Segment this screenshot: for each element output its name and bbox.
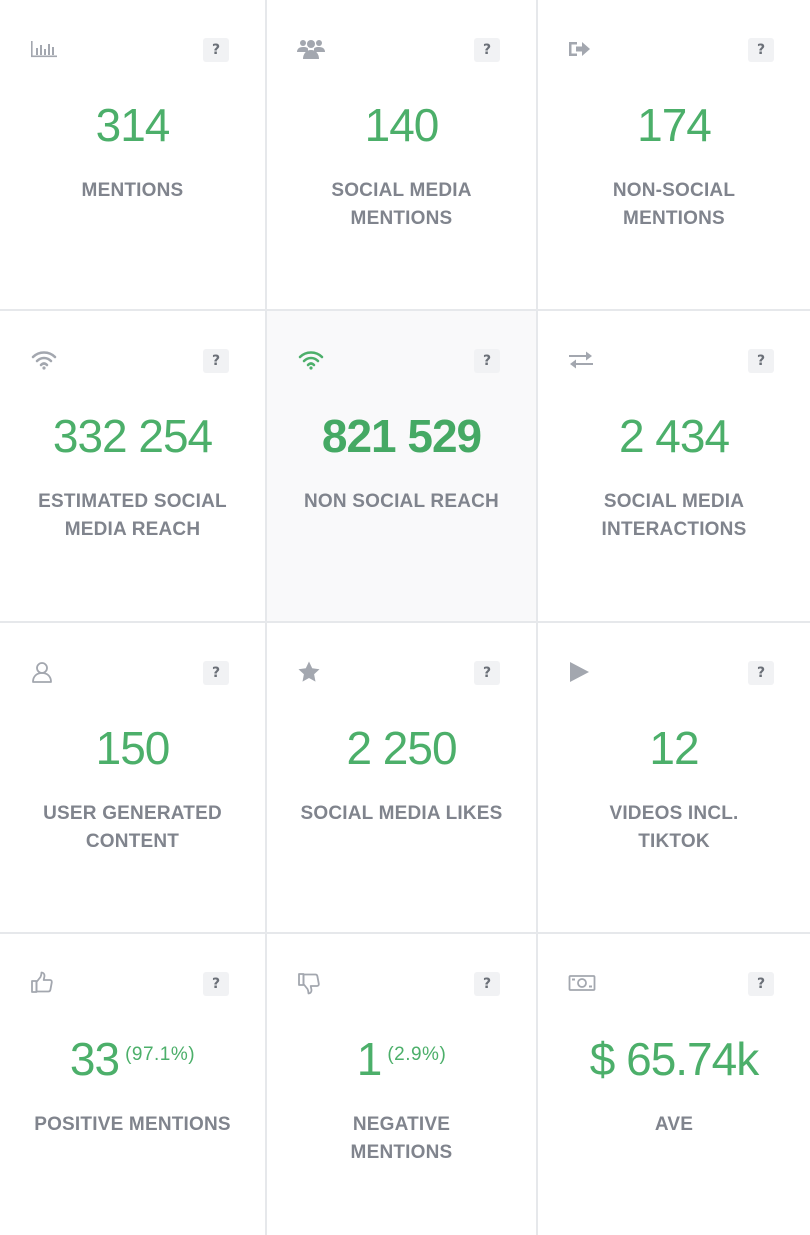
help-button[interactable]: ? xyxy=(748,661,774,685)
wifi-icon xyxy=(30,347,60,373)
metric-card-ave[interactable]: ? $ 65.74k AVE xyxy=(538,934,810,1235)
help-button[interactable]: ? xyxy=(474,38,500,62)
user-icon xyxy=(30,659,60,685)
sign-out-icon xyxy=(568,36,598,62)
thumbs-up-icon xyxy=(30,970,60,996)
metric-label: SOCIAL MEDIA INTERACTIONS xyxy=(601,491,747,540)
metric-label: SOCIAL MEDIA MENTIONS xyxy=(331,180,472,229)
help-button[interactable]: ? xyxy=(203,38,229,62)
metric-value: 12 xyxy=(649,722,699,774)
help-button[interactable]: ? xyxy=(203,349,229,373)
metric-value: 314 xyxy=(95,99,171,151)
help-button[interactable]: ? xyxy=(474,661,500,685)
metric-card-social-media-likes[interactable]: ? 2 250 SOCIAL MEDIA LIKES xyxy=(267,623,538,934)
metric-card-positive-mentions[interactable]: ? 33 (97.1%) POSITIVE MENTIONS xyxy=(0,934,267,1235)
metric-label: MENTIONS xyxy=(81,180,184,201)
metric-percentage: (2.9%) xyxy=(387,1044,447,1065)
help-button[interactable]: ? xyxy=(748,972,774,996)
metric-value: 1 (2.9%) xyxy=(356,1033,447,1085)
metric-value: 332 254 xyxy=(52,410,213,462)
star-icon xyxy=(297,659,327,685)
help-button[interactable]: ? xyxy=(474,972,500,996)
metric-label: AVE xyxy=(654,1114,694,1135)
metric-value: 174 xyxy=(637,99,712,151)
money-icon xyxy=(568,970,598,996)
metric-value: 140 xyxy=(364,99,440,151)
metric-value: 821 529 xyxy=(321,410,482,462)
metric-card-estimated-social-media-reach[interactable]: ? 332 254 ESTIMATED SOCIAL MEDIA REACH xyxy=(0,311,267,623)
metric-card-non-social-reach[interactable]: ? 821 529 NON SOCIAL REACH xyxy=(267,311,538,623)
help-button[interactable]: ? xyxy=(748,38,774,62)
metric-label: ESTIMATED SOCIAL MEDIA REACH xyxy=(38,491,227,540)
metric-label: SOCIAL MEDIA LIKES xyxy=(300,803,503,824)
metric-value: 33 (97.1%) xyxy=(69,1033,196,1085)
metric-card-social-media-interactions[interactable]: ? 2 434 SOCIAL MEDIA INTERACTIONS xyxy=(538,311,810,623)
metric-card-videos-incl-tiktok[interactable]: ? 12 VIDEOS INCL. TIKTOK xyxy=(538,623,810,934)
thumbs-down-icon xyxy=(297,970,327,996)
help-button[interactable]: ? xyxy=(203,972,229,996)
users-icon xyxy=(297,36,327,62)
metric-value: $ 65.74k xyxy=(589,1033,759,1085)
metric-card-user-generated-content[interactable]: ? 150 USER GENERATED CONTENT xyxy=(0,623,267,934)
metric-card-negative-mentions[interactable]: ? 1 (2.9%) NEGATIVE MENTIONS xyxy=(267,934,538,1235)
exchange-icon xyxy=(568,347,598,373)
metric-label: NEGATIVE MENTIONS xyxy=(350,1114,453,1163)
metric-card-non-social-mentions[interactable]: ? 174 NON-SOCIAL MENTIONS xyxy=(538,0,810,311)
metric-label: POSITIVE MENTIONS xyxy=(34,1114,231,1135)
help-button[interactable]: ? xyxy=(203,661,229,685)
metric-value: 150 xyxy=(95,722,171,774)
metric-value: 2 250 xyxy=(346,722,457,774)
metric-label: VIDEOS INCL. TIKTOK xyxy=(609,803,739,852)
bar-chart-icon xyxy=(30,36,60,62)
metric-label: USER GENERATED CONTENT xyxy=(43,803,222,852)
metric-value: 2 434 xyxy=(618,410,730,462)
help-button[interactable]: ? xyxy=(748,349,774,373)
help-button[interactable]: ? xyxy=(474,349,500,373)
play-icon xyxy=(568,659,598,685)
metric-label: NON-SOCIAL MENTIONS xyxy=(612,180,736,229)
metric-card-social-media-mentions[interactable]: ? 140 SOCIAL MEDIA MENTIONS xyxy=(267,0,538,311)
metric-percentage: (97.1%) xyxy=(125,1044,196,1065)
wifi-icon xyxy=(297,347,327,373)
metric-label: NON SOCIAL REACH xyxy=(304,491,499,512)
metric-card-mentions[interactable]: ? 314 MENTIONS xyxy=(0,0,267,311)
